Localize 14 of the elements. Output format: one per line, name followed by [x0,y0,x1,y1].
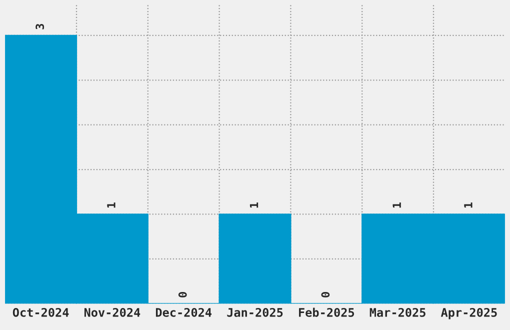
x-tick-label: Oct-2024 [12,308,69,317]
x-tick-label: Jan-2025 [227,308,283,317]
data-label: 1 [464,202,472,208]
x-tick-label: Nov-2024 [84,308,140,317]
data-label: 0 [178,292,187,298]
data-label: 1 [107,202,116,208]
data-label: 0 [321,292,330,298]
x-tick-label: Apr-2025 [440,308,497,320]
data-label: 1 [392,202,401,208]
data-label: 1 [250,202,258,208]
data-label: 3 [36,24,44,30]
x-tick-label: Mar-2025 [370,308,426,317]
x-tick-label: Feb-2025 [299,308,354,317]
x-tick-label: Dec-2024 [156,308,212,317]
